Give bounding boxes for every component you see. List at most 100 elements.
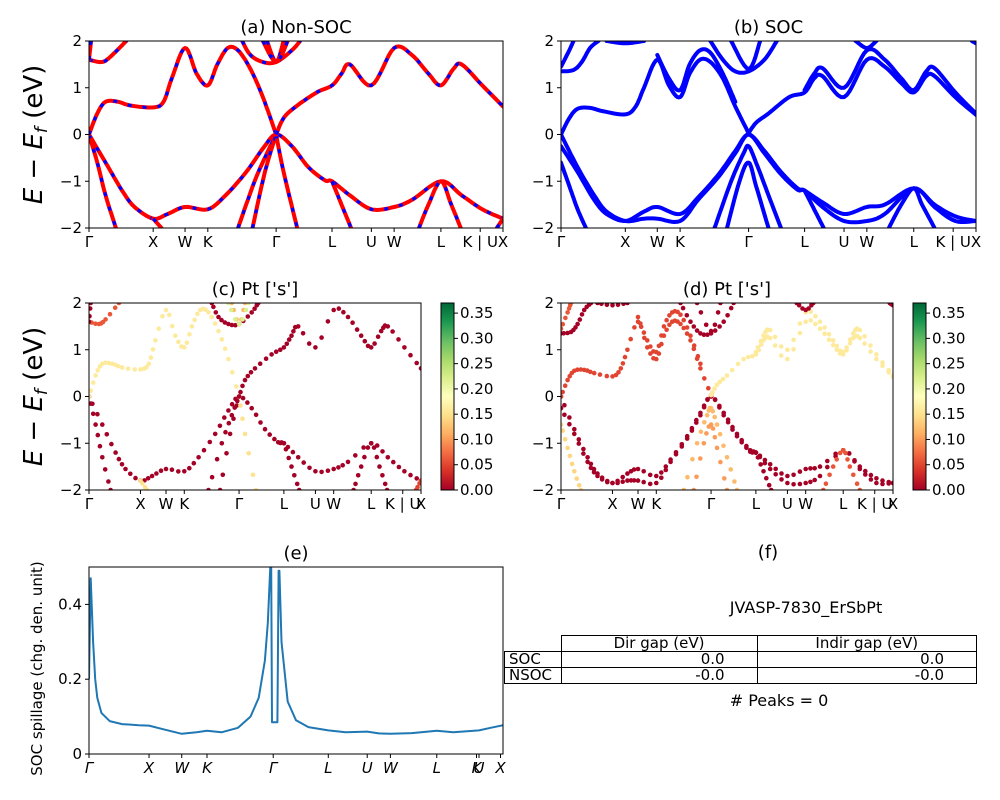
projection-point [808,309,814,315]
band-line [561,160,588,228]
projection-point [734,487,740,490]
x-tick-label: K | U [935,233,970,251]
projection-point [705,332,710,338]
projection-point [718,303,723,306]
projection-point [390,329,395,334]
projection-point [631,478,637,483]
x-tick-label: K | U [857,495,892,513]
projection-point [585,459,590,465]
projection-point [170,323,175,329]
projection-point [567,421,572,427]
projection-point [863,472,868,477]
x-tick-label: K [179,495,190,513]
colorbar [440,302,455,491]
projection-point [581,451,586,456]
projection-point [103,317,108,322]
projection-point [249,310,254,315]
projection-point [822,331,827,337]
projection-point [561,394,564,399]
projection-point [705,397,710,403]
projection-point [678,303,683,306]
projection-point [107,311,113,317]
projection-point [119,365,125,370]
projection-point [830,464,836,469]
projection-point [701,404,707,410]
projection-point [785,356,790,362]
band-line-nsoc [274,132,300,228]
projection-point [581,446,586,452]
projection-point [396,464,402,470]
projection-point [415,484,420,490]
projection-point [219,441,225,446]
projection-point [217,487,223,490]
projection-point [852,459,857,464]
x-tick-label: L [839,495,848,513]
projection-point [95,411,100,417]
projection-point [575,321,580,327]
x-tick-label: Γ [85,233,94,251]
projection-point [234,403,240,408]
projection-point [385,455,391,460]
projection-point [886,367,891,373]
projection-point [762,460,768,466]
y-tick-label: 0 [544,126,554,144]
projection-point [830,342,836,348]
x-tick-label: L [800,233,809,251]
projection-point [300,331,306,336]
projection-point [635,314,641,320]
projection-point [371,445,377,450]
projection-point [808,479,813,485]
projection-point [791,482,796,487]
projection-point [680,305,686,311]
projection-point [616,370,621,375]
projection-point [857,335,863,341]
projection-point [226,303,231,306]
projection-point [355,473,361,478]
projection-point [694,420,699,425]
projection-point [702,420,707,425]
x-tick-label: X [135,495,145,513]
band-line-nsoc [89,132,503,221]
projection-point [267,432,273,437]
projection-point [724,373,730,378]
projection-point [806,306,811,311]
projection-point [704,431,709,436]
projection-point [242,303,248,306]
projection-point [154,471,159,476]
band-line-soc-overlay [89,134,118,228]
band-line [886,186,937,228]
x-tick-label: W [178,233,193,251]
projection-point [659,470,664,475]
y-tick-label: 2 [544,294,554,312]
projection-point [402,345,407,350]
projection-point [89,303,93,306]
projection-point [688,333,693,339]
projection-point [591,370,597,376]
projection-point [812,477,817,483]
projection-point [588,461,594,467]
projection-point [187,332,192,337]
projection-point [104,432,110,437]
projection-point [745,354,751,360]
projection-point [238,389,243,395]
projection-point [325,468,331,474]
projection-point [698,331,703,336]
projection-point [160,313,165,319]
projection-point [778,353,784,358]
projection-point [663,464,669,469]
y-axis-label: SOC spillage (chg. den. unit) [28,561,46,776]
x-tick-label: L [752,495,761,513]
projection-point [119,462,125,467]
projection-point [219,317,224,323]
y-tick-label: −2 [60,481,82,499]
colorbar-tick-label: 0.20 [460,380,493,398]
projection-point [262,426,268,432]
x-tick-label: W [798,495,813,513]
projection-point [622,354,628,360]
projection-point [654,356,659,362]
axes-frame [560,40,977,229]
projection-point [378,328,384,334]
projection-point [734,433,740,439]
projection-point [772,334,778,340]
projection-point [685,474,690,480]
